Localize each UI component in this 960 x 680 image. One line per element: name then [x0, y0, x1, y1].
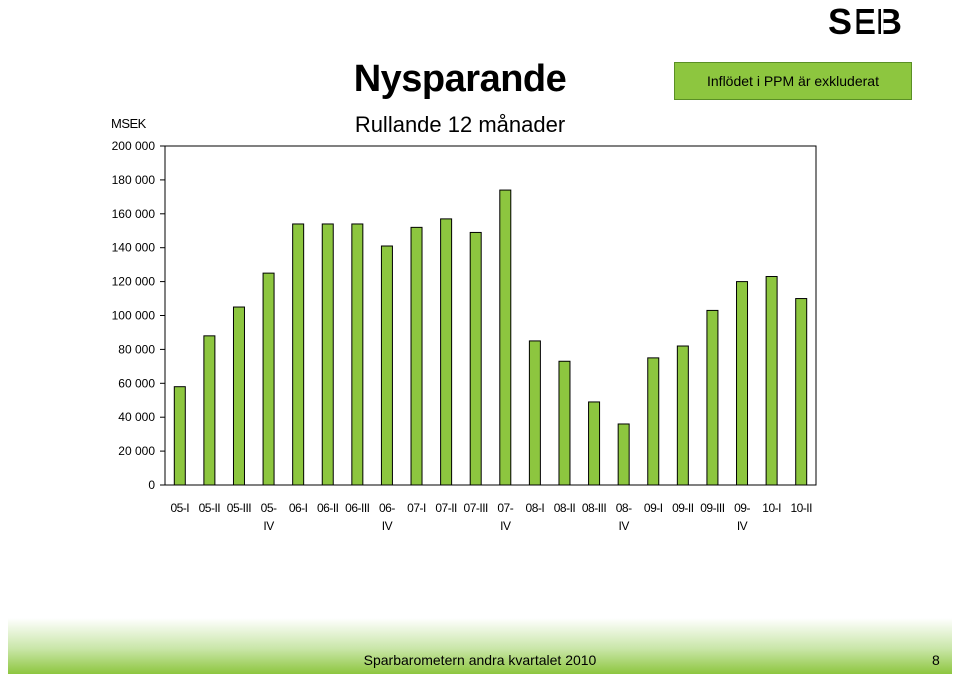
y-tick-label: 0: [148, 478, 155, 492]
bar: [380, 245, 393, 486]
y-tick-label: 180 000: [112, 173, 156, 187]
footer-title: Sparbarometern andra kvartalet 2010: [363, 652, 597, 668]
y-tick-label: 20 000: [118, 444, 155, 458]
x-tick-label: 09-III: [700, 501, 725, 515]
x-tick-label: 08-I: [526, 501, 545, 515]
chart-subtitle: Rullande 12 månader: [354, 112, 566, 137]
y-tick-label: 120 000: [112, 275, 156, 289]
bar: [588, 401, 601, 486]
bar: [676, 345, 689, 486]
x-tick-label: 07-II: [435, 501, 457, 515]
bar: [469, 231, 482, 486]
y-tick-label: 40 000: [118, 410, 155, 424]
y-tick-label: 60 000: [118, 376, 155, 390]
y-tick-label: 200 000: [112, 139, 156, 153]
bar: [558, 360, 571, 486]
bar: [351, 223, 364, 486]
y-tick-label: 80 000: [118, 342, 155, 356]
bar: [410, 226, 423, 486]
y-axis-unit-label: MSEK: [111, 116, 146, 131]
bar: [617, 423, 630, 486]
y-tick-label: 100 000: [112, 309, 156, 323]
x-tick-label: 08-II: [554, 501, 576, 515]
x-tick-label: 07-III: [464, 501, 489, 515]
bar: [528, 340, 541, 486]
x-tick-label: 06-III: [345, 501, 370, 515]
x-tick-label: 05-II: [199, 501, 221, 515]
x-tick-label: 09-I: [644, 501, 663, 515]
x-tick-label: 07-I: [407, 501, 426, 515]
bar: [292, 223, 305, 486]
bar: [440, 218, 453, 486]
x-tick-label: 06-I: [289, 501, 308, 515]
x-tick-label: 10-I: [762, 501, 781, 515]
y-tick-label: 140 000: [112, 241, 156, 255]
x-tick-label: 05-III: [227, 501, 252, 515]
y-tick-label: 160 000: [112, 207, 156, 221]
bar: [765, 276, 778, 486]
x-tick-label: 06-IV: [379, 501, 395, 533]
bar: [262, 272, 275, 486]
bar: [321, 223, 334, 486]
bar: [647, 357, 660, 486]
bar: [203, 335, 216, 486]
bar: [232, 306, 245, 486]
bar: [795, 298, 808, 486]
footer-band: [8, 618, 952, 674]
bar: [736, 281, 749, 486]
page-number: 8: [932, 652, 940, 668]
x-tick-label: 06-II: [317, 501, 339, 515]
bar: [499, 189, 512, 486]
x-tick-label: 09-II: [672, 501, 694, 515]
bar: [706, 309, 719, 486]
seb-logo: SEB: [828, 2, 902, 42]
x-tick-label: 09-IV: [734, 501, 750, 533]
bar: [173, 386, 186, 486]
x-tick-label: 05-I: [170, 501, 189, 515]
x-tick-label: 07-IV: [497, 501, 513, 533]
x-tick-label: 10-II: [790, 501, 812, 515]
x-tick-label: 08-III: [582, 501, 607, 515]
ppm-note-box: Inflödet i PPM är exkluderat: [674, 62, 912, 100]
svg-text:SEB: SEB: [828, 2, 902, 42]
bar-chart: 0 20 000 40 000 60 000 80 000 100 000 120 000 1…: [112, 139, 817, 533]
x-tick-label: 05-IV: [261, 501, 277, 533]
chart-title: Nysparande: [353, 58, 567, 100]
x-tick-label: 08-IV: [616, 501, 632, 533]
